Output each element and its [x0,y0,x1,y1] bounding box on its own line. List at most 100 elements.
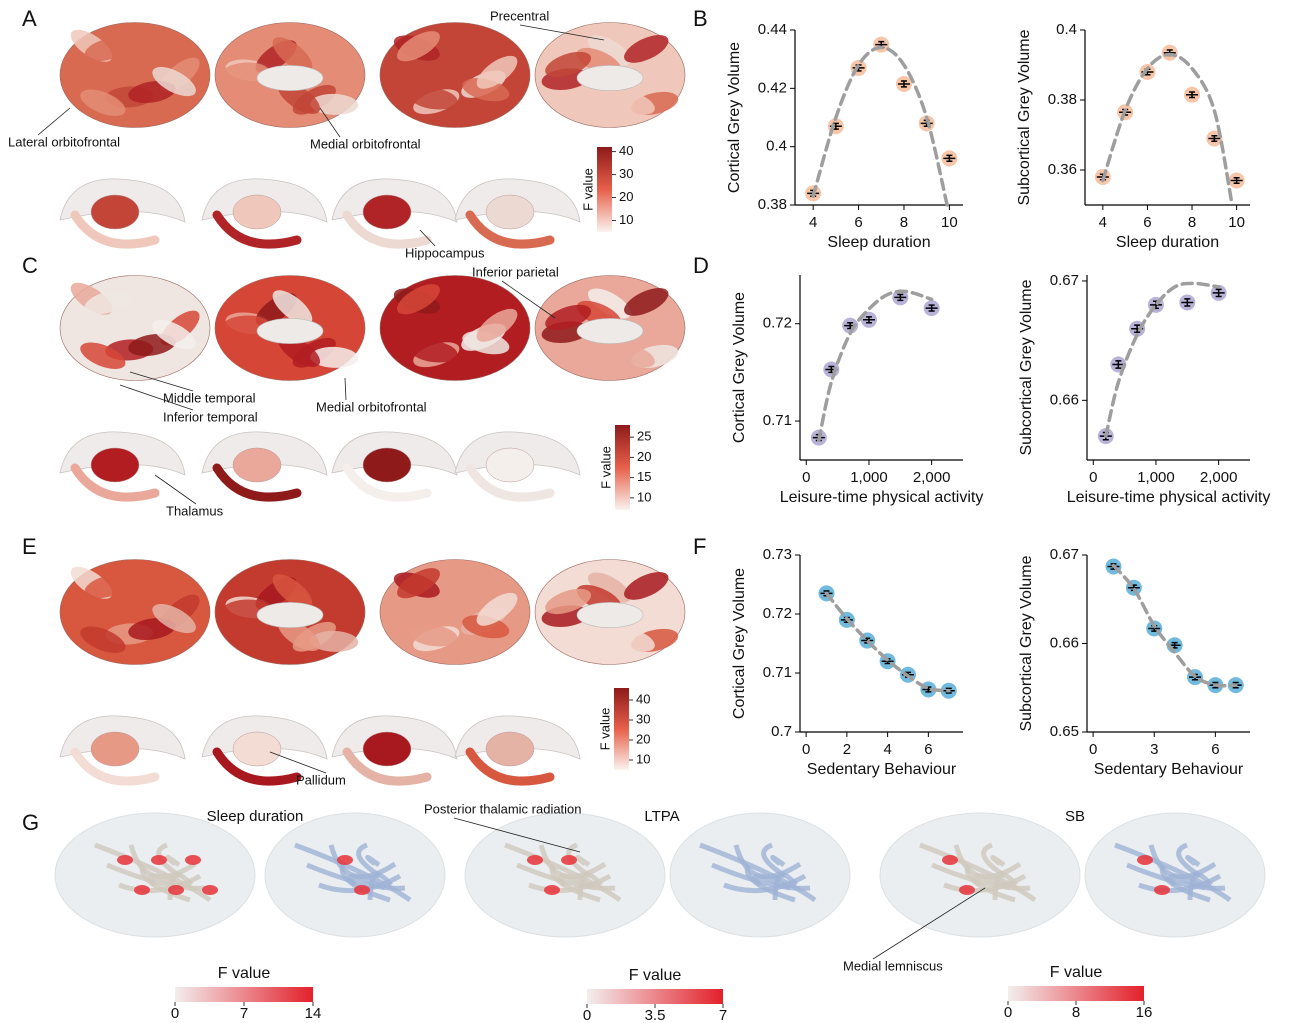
x-tick-label: 0 [1089,741,1097,758]
annotation: Hippocampus [405,245,485,260]
subcortex-nucleus [486,195,534,229]
colorbar-tick-label: 7 [240,1005,248,1022]
y-axis-label: Cortical Grey Volume [726,42,743,193]
annotation: Medial orbitofrontal [316,399,427,414]
annotation: Medial lemniscus [843,958,943,973]
subcortex-nucleus [363,448,411,482]
x-axis-label: Sedentary Behaviour [807,761,957,778]
y-tick-label: 0.4 [1056,21,1077,38]
subcortex-nucleus [233,448,281,482]
panel-label: E [22,534,37,559]
colorbar-tick-label: 3.5 [645,1007,666,1023]
panel-label: F [693,534,706,559]
tract-highlight [942,855,958,865]
y-tick-label: 0.73 [763,546,792,563]
y-tick-label: 0.71 [763,664,792,681]
x-axis-label: Sleep duration [827,234,930,251]
corpus-callosum [257,65,323,90]
annotation-leader [38,108,70,135]
subcortex-nucleus [363,732,411,766]
subcortex-nucleus [486,732,534,766]
corpus-callosum [257,318,323,343]
annotation-leader [345,378,346,400]
y-tick-label: 0.66 [1050,634,1079,651]
panel-label: G [22,810,39,835]
x-tick-label: 0 [802,469,810,486]
x-tick-label: 0 [1089,469,1097,486]
colorbar-label: F value [598,446,613,489]
tract-highlight [527,855,543,865]
x-tick-label: 0 [802,741,810,758]
x-axis-label: Leisure-time physical activity [780,489,984,506]
subcortex-nucleus [486,448,534,482]
tract-highlight [959,885,975,895]
tract-highlight [354,885,370,895]
figure: ABCDEFGPrecentralLateral orbitofrontalMe… [0,0,1294,1023]
colorbar [615,425,630,510]
annotation: Middle temporal [163,390,256,405]
y-axis-label: Subcortical Grey Volume [1016,29,1033,205]
x-tick-label: 4 [883,741,891,758]
annotation: Inferior parietal [472,264,559,279]
x-tick-label: 2,000 [1200,469,1238,486]
colorbar [587,989,723,1004]
corpus-callosum [577,65,643,90]
annotation: Pallidum [296,772,346,787]
corpus-callosum [577,318,643,343]
colorbar-tick-label: 40 [636,691,650,706]
tract-highlight [202,885,218,895]
subcortex-nucleus [91,448,139,482]
y-tick-label: 0.66 [1050,391,1079,408]
annotation: Posterior thalamic radiation [424,801,582,816]
panel-label: D [693,253,709,278]
tract-highlight [185,855,201,865]
y-tick-label: 0.36 [1048,161,1077,178]
annotation: Medial orbitofrontal [310,136,421,151]
subcortex-nucleus [233,195,281,229]
colorbar-tick-label: 8 [1072,1004,1080,1021]
colorbar [597,147,612,232]
corpus-callosum [257,602,323,627]
x-axis-label: Sleep duration [1116,234,1219,251]
fit-curve [826,593,948,690]
x-tick-label: 8 [900,214,908,231]
colorbar-tick-label: 10 [619,212,633,227]
colorbar-label: F value [1050,964,1103,981]
x-tick-label: 6 [924,741,932,758]
subcortex-nucleus [91,732,139,766]
tract-highlight [561,855,577,865]
colorbar-label: F value [580,168,595,211]
tract-highlight [168,885,184,895]
x-tick-label: 4 [809,214,817,231]
colorbar-tick-label: 16 [1136,1004,1153,1021]
y-tick-label: 0.67 [1050,272,1079,289]
colorbar-tick-label: 15 [637,469,651,484]
x-axis-label: Leisure-time physical activity [1067,489,1271,506]
tract-highlight [151,855,167,865]
colorbar-tick-label: 20 [637,449,651,464]
colorbar [1008,986,1144,1001]
corpus-callosum [577,602,643,627]
panel-label: B [693,6,708,31]
x-tick-label: 4 [1099,214,1107,231]
y-tick-label: 0.38 [1048,91,1077,108]
x-tick-label: 8 [1188,214,1196,231]
colorbar-tick-label: 10 [637,489,651,504]
colorbar-tick-label: 30 [636,711,650,726]
colorbar-label: F value [629,967,682,984]
annotation: Thalamus [166,503,224,518]
y-tick-label: 0.65 [1050,723,1079,740]
x-tick-label: 3 [1150,741,1158,758]
y-tick-label: 0.71 [763,412,792,429]
panel-label: A [22,6,37,31]
subcortex-nucleus [91,195,139,229]
colorbar [175,987,313,1002]
annotation: Precentral [490,8,549,23]
x-tick-label: 6 [1211,741,1219,758]
colorbar-tick-label: 30 [619,166,633,181]
y-tick-label: 0.38 [758,196,787,213]
x-tick-label: 2,000 [913,469,951,486]
fit-curve [1113,566,1235,686]
subcortex-nucleus [363,195,411,229]
y-tick-label: 0.72 [763,315,792,332]
